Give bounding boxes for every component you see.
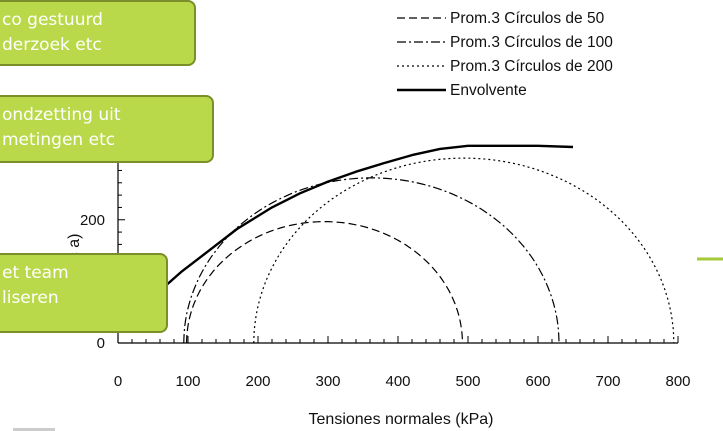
callout-1-line-1: co gestuurd — [2, 10, 103, 30]
series-line-2 — [183, 177, 560, 344]
corner-mark — [13, 428, 55, 431]
x-tick-label: 700 — [595, 373, 620, 390]
callout-box-1: co gestuurd derzoek etc — [0, 0, 196, 66]
x-tick-label: 600 — [525, 373, 550, 390]
y-ticks: 0 200 — [80, 157, 125, 352]
x-tick-label: 500 — [455, 373, 480, 390]
x-tick-label: 400 — [385, 373, 410, 390]
callout-1-line-2: derzoek etc — [2, 35, 102, 55]
x-axis-title: Tensiones normales (kPa) — [309, 411, 494, 428]
x-tick-label: 300 — [315, 373, 340, 390]
callout-3-line-2: liseren — [2, 288, 59, 308]
y-tick-label: 200 — [80, 212, 105, 229]
legend-label: Prom.3 Círculos de 200 — [450, 58, 613, 75]
x-ticks: 0 100 200 300 400 500 600 700 800 — [114, 336, 691, 390]
callout-2-line-1: ondzetting uit — [2, 105, 121, 125]
y-tick-label: 0 — [97, 335, 105, 352]
callout-box-2: ondzetting uit metingen etc — [0, 95, 214, 163]
legend-label: Prom.3 Círculos de 50 — [450, 10, 605, 27]
x-tick-label: 800 — [665, 373, 690, 390]
x-tick-label: 100 — [175, 373, 200, 390]
legend-label: Prom.3 Círculos de 100 — [450, 34, 613, 51]
series-line-4 — [152, 144, 574, 298]
legend: Prom.3 Círculos de 50 Prom.3 Círculos de … — [397, 10, 613, 99]
x-tick-label: 200 — [245, 373, 270, 390]
callout-3-line-1: et team — [2, 263, 69, 283]
x-tick-label: 0 — [114, 373, 122, 390]
series-line-1 — [186, 221, 463, 343]
callout-2-line-2: metingen etc — [2, 130, 116, 150]
legend-label: Envolvente — [450, 82, 527, 99]
series-line-3 — [253, 157, 675, 344]
callout-box-3: et team liseren — [0, 253, 168, 333]
plot-area — [152, 144, 675, 344]
